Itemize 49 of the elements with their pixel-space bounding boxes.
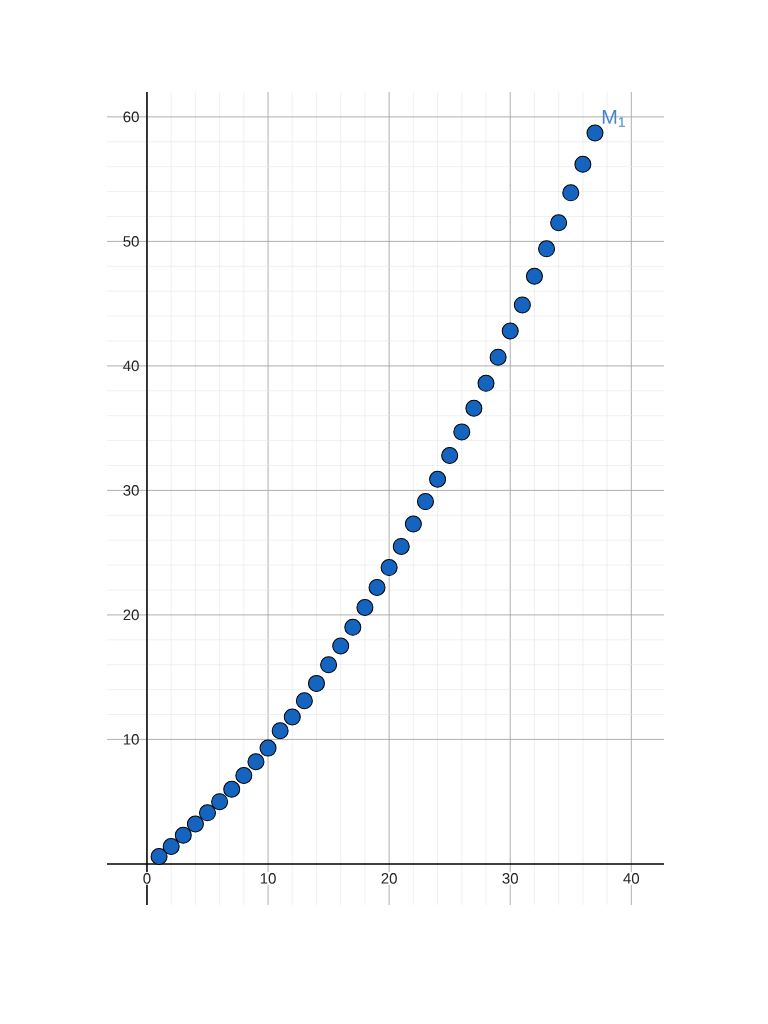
point xyxy=(574,155,592,173)
point xyxy=(307,674,325,692)
y-tick-label: 30 xyxy=(123,485,139,496)
point xyxy=(247,753,265,771)
point xyxy=(525,267,543,285)
point xyxy=(162,837,180,855)
point xyxy=(199,804,216,822)
point xyxy=(380,559,398,577)
point xyxy=(271,722,289,740)
point xyxy=(223,780,241,798)
point xyxy=(429,470,447,488)
y-tick-label: 10 xyxy=(123,734,139,745)
point xyxy=(501,322,519,340)
point xyxy=(586,124,604,142)
y-tick-label: 20 xyxy=(123,609,139,621)
point xyxy=(332,637,350,655)
point xyxy=(344,618,362,636)
x-tick-label: 0 xyxy=(143,873,151,884)
point xyxy=(513,296,531,314)
annotation: M$_{1}$ xyxy=(602,110,625,127)
point xyxy=(150,847,168,865)
point xyxy=(368,579,386,597)
point xyxy=(235,767,253,785)
x-tick-label: 40 xyxy=(623,873,640,884)
point xyxy=(392,537,410,555)
point xyxy=(538,240,556,258)
point xyxy=(259,739,277,757)
y-tick-label: 60 xyxy=(123,111,139,123)
point xyxy=(477,374,495,392)
point xyxy=(453,423,471,441)
x-tick-label: 20 xyxy=(381,873,397,884)
point xyxy=(283,708,301,726)
point xyxy=(404,515,422,533)
point xyxy=(186,815,204,833)
point xyxy=(416,493,434,511)
point xyxy=(550,214,568,232)
point xyxy=(489,348,507,366)
point xyxy=(356,598,374,616)
point xyxy=(174,826,192,844)
y-tick-label: 40 xyxy=(123,360,139,372)
point xyxy=(562,184,580,202)
point xyxy=(320,656,338,674)
x-tick-label: 30 xyxy=(502,873,518,884)
point xyxy=(465,399,483,417)
y-tick-label: 50 xyxy=(123,236,139,247)
point xyxy=(295,692,313,710)
point xyxy=(211,793,229,811)
x-tick-label: 10 xyxy=(260,873,276,884)
point xyxy=(441,447,459,465)
